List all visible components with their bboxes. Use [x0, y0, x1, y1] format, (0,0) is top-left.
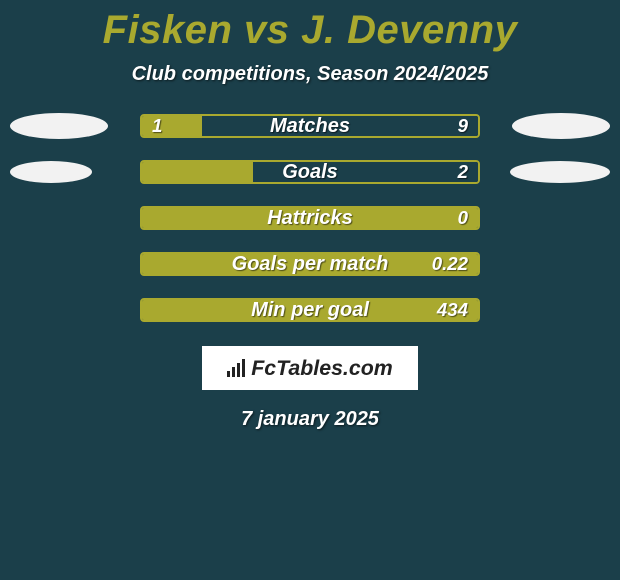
logo-box: FcTables.com [202, 346, 418, 390]
player-right-ellipse [510, 161, 610, 183]
stat-bar: Hattricks0 [140, 206, 480, 230]
stat-value-right: 434 [437, 300, 468, 320]
stat-value-right: 0.22 [432, 254, 468, 274]
stat-bar: Goals per match0.22 [140, 252, 480, 276]
bar-chart-icon [227, 359, 245, 377]
stat-label: Goals [142, 162, 478, 182]
stat-label: Matches [142, 116, 478, 136]
stat-value-right: 0 [458, 208, 468, 228]
player-left-ellipse [10, 161, 92, 183]
stat-row: Goals2 [0, 160, 620, 184]
logo-text: FcTables.com [251, 356, 392, 381]
stat-value-right: 9 [458, 116, 468, 136]
footer-date: 7 january 2025 [0, 408, 620, 431]
stat-row: Hattricks0 [0, 206, 620, 230]
stat-label: Min per goal [142, 300, 478, 320]
player-left-ellipse [10, 113, 108, 139]
page-title: Fisken vs J. Devenny [0, 0, 620, 53]
stat-label: Hattricks [142, 208, 478, 228]
page-subtitle: Club competitions, Season 2024/2025 [0, 63, 620, 86]
stat-row: Goals per match0.22 [0, 252, 620, 276]
stat-bar: Matches1 9 [140, 114, 480, 138]
stat-bar: Goals2 [140, 160, 480, 184]
stat-row: Matches1 9 [0, 114, 620, 138]
stat-row: Min per goal434 [0, 298, 620, 322]
stat-value-right: 2 [458, 162, 468, 182]
stat-label: Goals per match [142, 254, 478, 274]
stat-rows: Matches1 9 Goals2 Hattricks0 Goals per match… [0, 114, 620, 322]
stat-bar: Min per goal434 [140, 298, 480, 322]
stat-value-left: 1 [152, 116, 162, 136]
player-right-ellipse [512, 113, 610, 139]
comparison-infographic: Fisken vs J. Devenny Club competitions, … [0, 0, 620, 580]
